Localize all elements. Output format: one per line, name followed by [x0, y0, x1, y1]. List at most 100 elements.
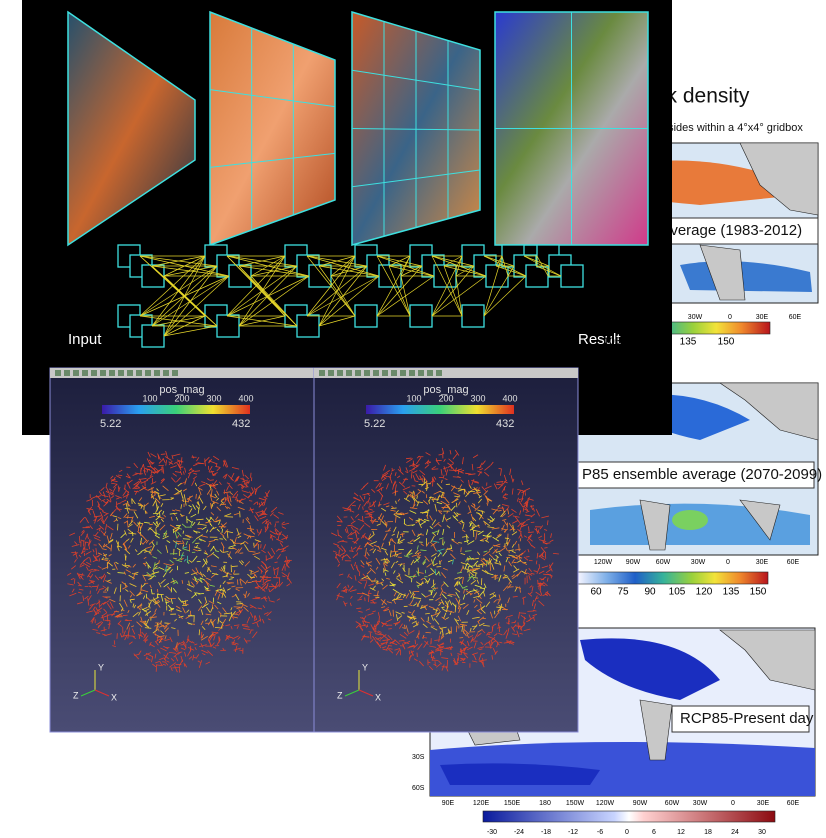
colorbar-tick-label: 200 [438, 393, 453, 403]
layer-unit [561, 265, 583, 287]
field-line [374, 595, 380, 596]
lon-tick-label: 0 [731, 800, 735, 807]
lon-tick-label: 90W [626, 559, 641, 566]
colorbar-tick-label: 105 [669, 587, 686, 598]
field-line [461, 547, 462, 552]
layer-unit [486, 265, 508, 287]
field-line [139, 635, 140, 639]
colorbar-tick-label: 12 [677, 829, 685, 836]
toolbar-icon [382, 370, 388, 376]
field-line [447, 660, 448, 668]
collage: ck density esides within a 4°x4° gridbox… [0, 0, 826, 838]
colorbar-tick-label: 400 [502, 393, 517, 403]
field-line [225, 497, 226, 500]
field-line [137, 523, 143, 524]
colorbar-tick-label: 30 [758, 829, 766, 836]
lon-tick-label: 120W [596, 800, 615, 807]
toolbar [50, 368, 314, 378]
field-line [471, 628, 472, 631]
field-line [83, 549, 88, 550]
field-line [459, 638, 463, 639]
colorbar-tick-label: 0 [625, 829, 629, 836]
lon-tick-label: 30W [688, 314, 703, 321]
range-min: 5.22 [364, 418, 385, 430]
lon-tick-label: 30E [757, 800, 770, 807]
toolbar-icon [418, 370, 424, 376]
layer-unit [410, 305, 432, 327]
page: ck density esides within a 4°x4° gridbox… [0, 0, 826, 838]
field-line [196, 494, 197, 499]
lat-tick-label: 30S [412, 754, 425, 761]
field-line [457, 658, 458, 665]
colorbar-tick-label: -12 [568, 829, 578, 836]
toolbar-icon [64, 370, 70, 376]
colorbar-tick-label: -24 [514, 829, 524, 836]
toolbar [314, 368, 578, 378]
colorbar-tick-label: 150 [750, 587, 767, 598]
toolbar-icon [118, 370, 124, 376]
field-line [519, 544, 520, 551]
colorbar-tick-label: 24 [731, 829, 739, 836]
colorbar-tick-label: -6 [597, 829, 603, 836]
field-line [520, 613, 526, 614]
range-max: 432 [496, 418, 514, 430]
layer-unit [142, 325, 164, 347]
lon-tick-label: 30E [756, 559, 769, 566]
lon-tick-label: 0 [728, 314, 732, 321]
field-line [538, 580, 539, 585]
field-line [433, 588, 438, 589]
field-line [198, 550, 201, 551]
layer-unit [526, 265, 548, 287]
colorbar-tick-label: 200 [174, 393, 189, 403]
field-line [183, 531, 184, 534]
field-line [232, 566, 238, 567]
climate-subtitle: esides within a 4°x4° gridbox [662, 122, 803, 134]
field-line [451, 627, 452, 634]
toolbar-icon [400, 370, 406, 376]
field-line [432, 469, 438, 470]
range-max: 432 [232, 418, 250, 430]
field-line [147, 613, 148, 616]
axis-label: X [111, 692, 117, 702]
field-line [190, 646, 191, 652]
toolbar-icon [109, 370, 115, 376]
range-min: 5.22 [100, 418, 121, 430]
toolbar-icon [319, 370, 325, 376]
field-line [349, 551, 354, 552]
field-line [338, 530, 339, 536]
layer-unit [462, 305, 484, 327]
layer-unit [309, 265, 331, 287]
lon-tick-label: 90E [442, 800, 455, 807]
lon-tick-label: 60W [665, 800, 680, 807]
colorbar-tick-label: 120 [696, 587, 713, 598]
panel-label: P85 ensemble average (2070-2099) [582, 466, 822, 483]
colorbar-tick-label: 300 [206, 393, 221, 403]
toolbar-icon [364, 370, 370, 376]
toolbar-icon [55, 370, 61, 376]
lon-tick-label: 60E [789, 314, 802, 321]
toolbar-icon [136, 370, 142, 376]
field-line [199, 629, 200, 635]
toolbar-icon [73, 370, 79, 376]
input-label: Input [68, 331, 102, 348]
colorbar-tick-label: 150 [718, 337, 735, 348]
lat-tick-label: 60S [412, 785, 425, 792]
lon-tick-label: 90W [633, 800, 648, 807]
toolbar-icon [127, 370, 133, 376]
field-line [111, 479, 116, 480]
toolbar-icon [355, 370, 361, 376]
toolbar-icon [82, 370, 88, 376]
field-line [453, 477, 461, 478]
field-line [339, 550, 340, 555]
colorbar-tick-label: 135 [680, 337, 697, 348]
layer-unit [217, 315, 239, 337]
colorbar-tick-label: -18 [541, 829, 551, 836]
axis-label: Y [98, 662, 104, 672]
colorbar-tick-label: 60 [590, 587, 602, 598]
viz-window [50, 368, 314, 732]
toolbar-icon [100, 370, 106, 376]
colorbar-tick-label: 6 [652, 829, 656, 836]
colorbar-tick-label: 400 [238, 393, 253, 403]
lon-tick-label: 30E [756, 314, 769, 321]
colorbar-tick-label: 90 [644, 587, 656, 598]
